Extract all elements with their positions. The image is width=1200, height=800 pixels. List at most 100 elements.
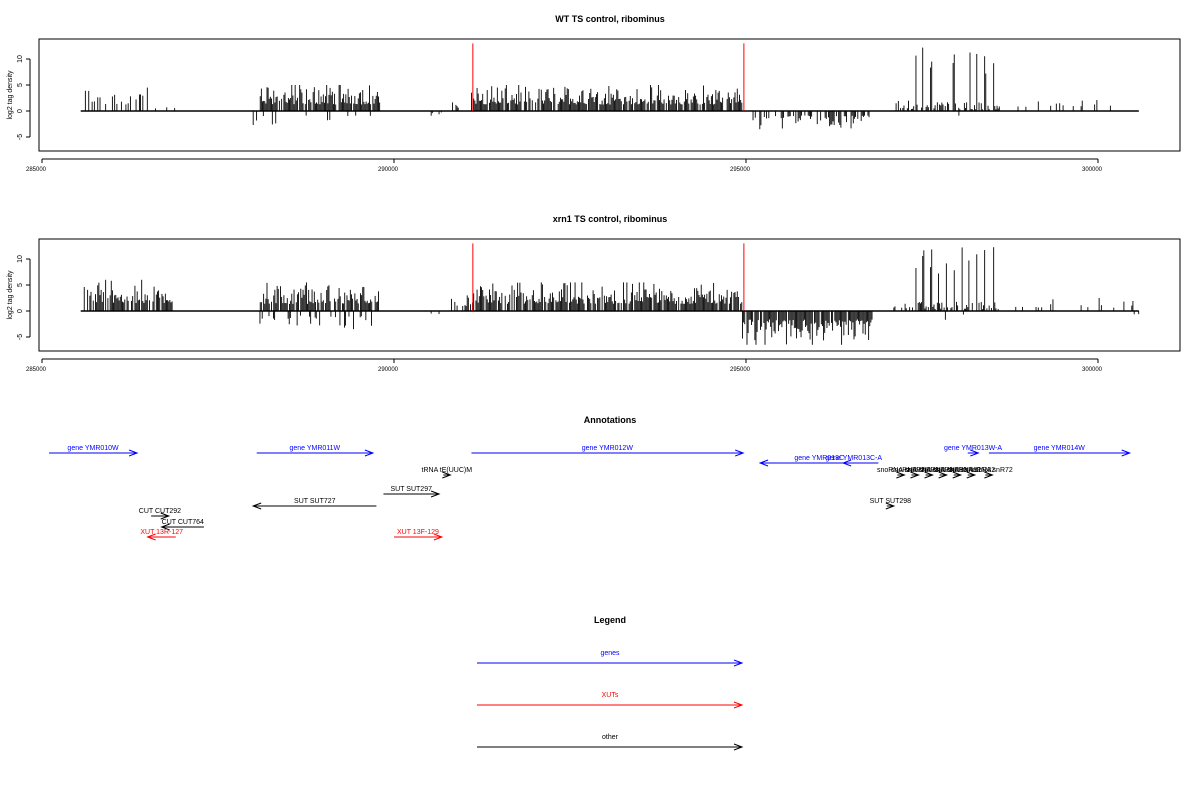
annotation-label: XUT 13R-127	[140, 529, 183, 536]
annotation-features: gene YMR010W gene YMR011W gene YMR012W gene…	[49, 445, 1132, 541]
annotation-feature: snoRNA snR78	[891, 467, 939, 479]
annotation-feature-arrowhead	[160, 523, 170, 531]
annotation-feature-arrowhead	[758, 459, 769, 467]
xrn1-track-axes: -5 0 5 10 285000 290000 295000 300000	[17, 255, 1103, 373]
annotation-feature: snoRNA snR79	[905, 467, 953, 479]
wt-track-bars	[80, 43, 1139, 130]
annotation-feature: gene YMR013C-A	[825, 455, 882, 467]
annotation-feature: CUT CUT292	[139, 508, 181, 520]
annotation-feature-arrowhead	[910, 471, 920, 479]
wt-track-frame	[38, 38, 1181, 152]
annotation-label: CUT CUT764	[162, 519, 204, 526]
annotation-feature-arrowhead	[433, 533, 444, 541]
xrn1-x-tick-label: 290000	[378, 367, 399, 373]
annotation-feature: snoRNA snR72	[965, 467, 1013, 479]
legend-item: XUTs	[477, 692, 744, 709]
legend-item-label: genes	[600, 650, 620, 657]
annotation-label: SUT SUT727	[294, 498, 336, 505]
xrn1-track-panel: xrn1 TS control, ribominus log2 tag dens…	[7, 214, 1181, 373]
xrn1-y-tick-label: -5	[17, 334, 24, 340]
annotation-label: tRNA tE(UUC)M	[422, 467, 473, 474]
annotations-title: Annotations	[584, 415, 637, 425]
annotation-label: snoRNA snR78	[891, 467, 939, 474]
annotation-feature-arrowhead	[251, 502, 262, 510]
annotation-label: gene YMR010W	[67, 445, 119, 452]
legend-item: genes	[477, 650, 744, 667]
xrn1-x-tick-label: 285000	[26, 367, 47, 373]
annotation-feature: gene YMR010W	[49, 445, 139, 457]
legend-title: Legend	[594, 615, 626, 625]
annotation-feature-arrowhead	[146, 533, 156, 541]
wt-y-tick-label: -5	[17, 134, 24, 140]
annotation-feature: tRNA tE(UUC)M	[422, 467, 473, 479]
wt-track-panel: WT TS control, ribominus log2 tag densit…	[7, 14, 1181, 173]
xrn1-track-frame	[38, 238, 1181, 352]
annotation-feature: gene YMR013W-A	[944, 445, 1002, 457]
legend-panel: Legend genes XUTs other	[477, 615, 744, 751]
xrn1-x-tick-label: 295000	[730, 367, 751, 373]
xrn1-y-tick-label: 10	[17, 255, 24, 263]
annotation-feature: snoRNA snR81	[933, 467, 981, 479]
annotation-feature: gene YMR011W	[256, 445, 375, 457]
annotation-feature-arrowhead	[966, 471, 977, 479]
annotation-label: snoRNA snR79	[905, 467, 953, 474]
annotation-feature-arrowhead	[984, 471, 994, 479]
annotation-feature: snoRNA snR80	[919, 467, 967, 479]
wt-y-tick-label: 10	[17, 55, 24, 63]
annotation-feature: gene YMR014W	[988, 445, 1132, 457]
annotation-label: snoRNA snR81	[933, 467, 981, 474]
annotation-feature: SUT SUT297	[383, 486, 441, 498]
annotation-label: gene YMR013W-A	[944, 445, 1002, 452]
annotation-label: snoRNA snR80	[919, 467, 967, 474]
annotation-label: snoRNA snR77	[877, 467, 925, 474]
annotation-label: snoRNA snR82	[947, 467, 995, 474]
wt-y-tick-label: 0	[17, 109, 24, 113]
annotation-label: gene YMR013C-A	[825, 455, 882, 462]
annotation-feature-arrowhead	[970, 449, 980, 457]
annotation-feature-arrowhead	[1121, 449, 1132, 457]
legend-item-label: XUTs	[602, 692, 619, 699]
annotation-feature-arrowhead	[430, 490, 441, 498]
annotation-label: CUT CUT292	[139, 508, 181, 515]
annotation-label: snoRNA snR72	[965, 467, 1013, 474]
annotation-feature: SUT SUT727	[251, 498, 377, 510]
wt-y-tick-label: 5	[17, 83, 24, 87]
annotation-feature-arrowhead	[735, 449, 745, 457]
wt-x-tick-label: 300000	[1082, 167, 1103, 173]
annotation-feature-arrowhead	[128, 449, 139, 457]
annotation-feature: gene YMR012W	[471, 445, 745, 457]
wt-track-title: WT TS control, ribominus	[555, 14, 665, 24]
xrn1-track-title: xrn1 TS control, ribominus	[553, 214, 668, 224]
annotation-feature: XUT 13R-127	[140, 529, 183, 541]
xrn1-track-ylabel: log2 tag density	[7, 270, 14, 320]
annotation-label: gene YMR014W	[1034, 445, 1086, 452]
annotations-panel: Annotations gene YMR010W gene YMR011W gene…	[49, 415, 1132, 541]
annotation-label: SUT SUT298	[870, 498, 912, 505]
wt-track-ylabel: log2 tag density	[7, 70, 14, 120]
legend-item: other	[477, 734, 744, 751]
wt-x-tick-label: 285000	[26, 167, 47, 173]
annotation-feature-arrowhead	[160, 512, 171, 520]
annotation-feature-arrowhead	[364, 449, 375, 457]
annotation-feature: snoRNA snR77	[877, 467, 925, 479]
wt-track-axes: -5 0 5 10 285000 290000 295000 300000	[17, 55, 1103, 173]
annotation-label: gene YMR013C	[794, 455, 844, 462]
wt-x-tick-label: 295000	[730, 167, 751, 173]
annotation-feature-arrowhead	[885, 502, 896, 510]
xrn1-y-tick-label: 5	[17, 283, 24, 287]
annotation-feature: CUT CUT764	[160, 519, 204, 531]
legend-item-label: other	[602, 734, 619, 741]
legend-item-arrowhead	[733, 701, 744, 709]
annotation-feature-arrowhead	[841, 459, 852, 467]
annotation-feature-arrowhead	[896, 471, 906, 479]
annotation-feature-arrowhead	[924, 471, 934, 479]
annotation-label: XUT 13F-129	[397, 529, 439, 536]
annotation-label: SUT SUT297	[390, 486, 432, 493]
legend-item-arrowhead	[733, 659, 744, 667]
xrn1-x-tick-label: 300000	[1082, 367, 1103, 373]
annotation-feature: SUT SUT298	[870, 498, 912, 510]
annotation-feature: snoRNA snR82	[947, 467, 995, 479]
annotation-feature: XUT 13F-129	[394, 529, 444, 541]
annotation-feature-arrowhead	[938, 471, 949, 479]
